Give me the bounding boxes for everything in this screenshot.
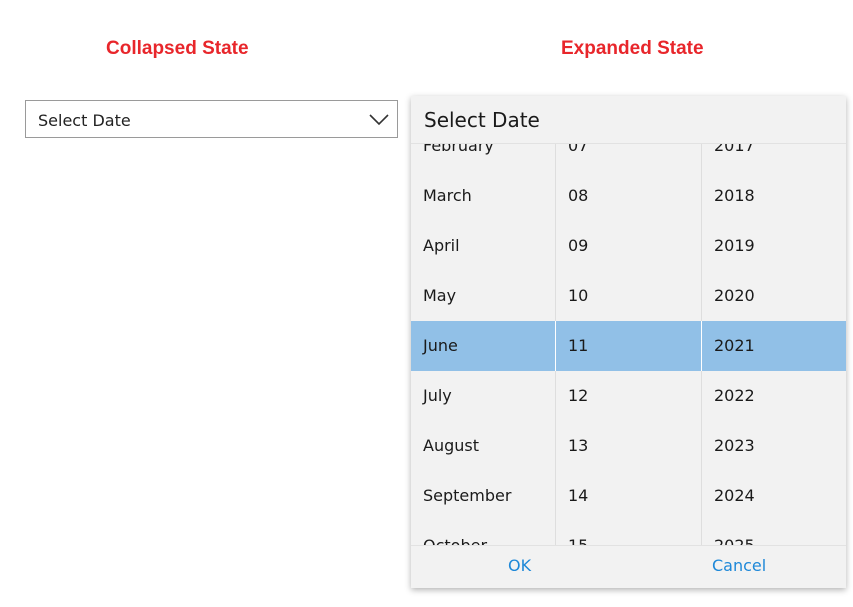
month-cell[interactable]: March — [423, 186, 472, 205]
year-cell[interactable]: 2023 — [714, 436, 755, 455]
expanded-state-label: Expanded State — [561, 38, 704, 59]
month-cell[interactable]: August — [423, 436, 479, 455]
day-cell[interactable]: 12 — [568, 386, 589, 405]
month-cell[interactable]: February — [423, 144, 494, 155]
column-divider — [701, 321, 702, 371]
year-cell[interactable]: 2020 — [714, 286, 755, 305]
day-cell[interactable]: 09 — [568, 236, 589, 255]
chevron-down-icon — [369, 114, 389, 126]
ok-button[interactable]: OK — [508, 556, 532, 575]
day-cell[interactable]: 10 — [568, 286, 589, 305]
day-cell[interactable]: 11 — [568, 336, 589, 355]
day-cell[interactable]: 14 — [568, 486, 589, 505]
date-row[interactable]: March 08 2018 — [411, 171, 846, 221]
day-cell[interactable]: 08 — [568, 186, 589, 205]
year-cell[interactable]: 2022 — [714, 386, 755, 405]
month-cell[interactable]: July — [423, 386, 452, 405]
day-cell[interactable]: 13 — [568, 436, 589, 455]
column-divider — [555, 321, 556, 371]
day-cell[interactable]: 15 — [556, 521, 701, 545]
year-cell[interactable]: 2021 — [714, 336, 755, 355]
day-cell[interactable]: 07 — [568, 144, 589, 155]
popup-footer: OK Cancel — [411, 545, 846, 589]
date-row[interactable]: February 07 2017 — [411, 144, 846, 171]
collapsed-state-label: Collapsed State — [106, 38, 249, 59]
date-row[interactable]: July 12 2022 — [411, 371, 846, 421]
date-row[interactable]: September 14 2024 — [411, 471, 846, 521]
month-cell[interactable]: May — [423, 286, 457, 305]
year-cell[interactable]: 2017 — [714, 144, 755, 155]
date-picker-popup: Select Date February 07 2017 March 08 2018 Apr… — [411, 96, 846, 588]
popup-title: Select Date — [424, 108, 540, 132]
date-list[interactable]: February 07 2017 March 08 2018 April 09 2019 May 1… — [411, 144, 846, 545]
date-picker-combo[interactable]: Select Date — [25, 100, 398, 138]
year-cell[interactable]: 2024 — [714, 486, 755, 505]
date-row[interactable]: October152025 — [411, 521, 846, 545]
month-cell[interactable]: April — [423, 236, 460, 255]
month-cell[interactable]: June — [423, 336, 458, 355]
month-cell[interactable]: September — [423, 486, 512, 505]
date-row[interactable]: August 13 2023 — [411, 421, 846, 471]
date-row[interactable]: May 10 2020 — [411, 271, 846, 321]
combo-placeholder: Select Date — [38, 111, 131, 130]
month-cell[interactable]: October — [411, 521, 555, 545]
year-cell[interactable]: 2018 — [714, 186, 755, 205]
divider — [411, 143, 846, 144]
date-row[interactable]: April 09 2019 — [411, 221, 846, 271]
year-cell[interactable]: 2019 — [714, 236, 755, 255]
cancel-button[interactable]: Cancel — [712, 556, 767, 575]
selected-date-row[interactable]: June 11 2021 — [411, 321, 846, 371]
year-cell[interactable]: 2025 — [702, 521, 846, 545]
